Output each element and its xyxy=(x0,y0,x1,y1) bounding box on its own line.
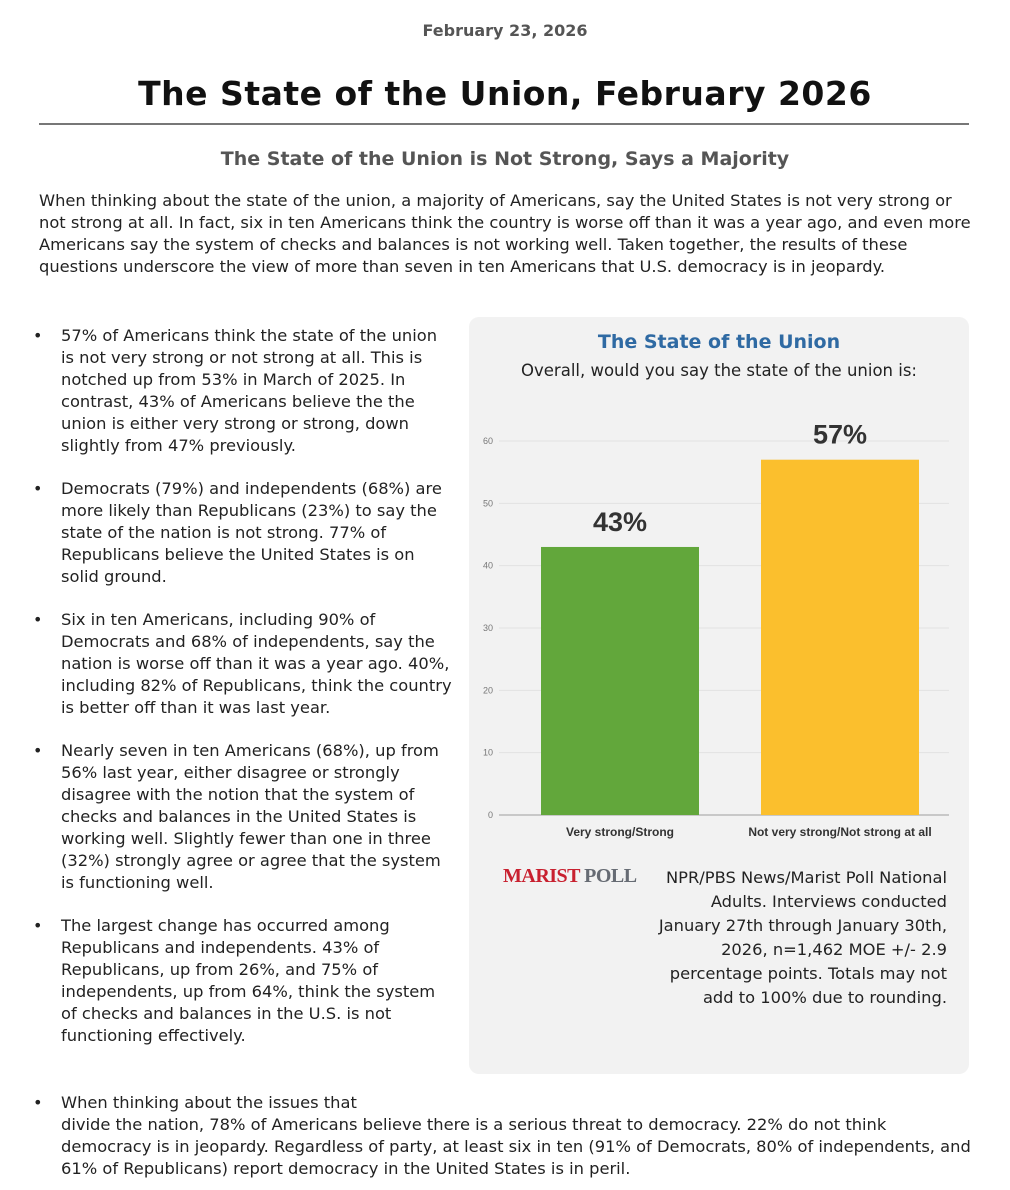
bar-strong xyxy=(541,546,699,815)
y-tick-label: 60 xyxy=(483,436,493,446)
intro-paragraph: When thinking about the state of the uni… xyxy=(39,191,971,276)
chart-question: Overall, would you say the state of the … xyxy=(521,361,917,380)
x-category-label: Not very strong/Not strong at all xyxy=(748,825,931,839)
y-tick-label: 30 xyxy=(483,623,493,633)
source-note: NPR/PBS News/Marist Poll National Adults… xyxy=(658,868,947,1007)
title-divider xyxy=(39,123,969,125)
y-tick-label: 0 xyxy=(488,810,493,820)
x-category-label: Very strong/Strong xyxy=(566,825,674,839)
finding-rest: divide the nation, 78% of Americans beli… xyxy=(61,1115,971,1178)
y-tick-label: 10 xyxy=(483,748,493,758)
y-tick-label: 20 xyxy=(483,685,493,695)
finding-lead: When thinking about the issues that xyxy=(61,1093,357,1112)
finding-item: Nearly seven in ten Americans (68%), up … xyxy=(33,740,453,894)
data-label: 57% xyxy=(813,420,867,450)
finding-item-last: • When thinking about the issues that di… xyxy=(33,1092,978,1180)
chart-panel: The State of the Union Overall, would yo… xyxy=(469,317,969,1074)
chart-title: The State of the Union xyxy=(597,331,841,353)
finding-item: Six in ten Americans, including 90% of D… xyxy=(33,609,453,719)
y-tick-label: 40 xyxy=(483,561,493,571)
report-date: February 23, 2026 xyxy=(422,21,588,40)
finding-item: Democrats (79%) and independents (68%) a… xyxy=(33,478,453,588)
bar-not-strong xyxy=(761,459,919,815)
section-subtitle: The State of the Union is Not Strong, Sa… xyxy=(220,148,790,170)
findings-list: 57% of Americans think the state of the … xyxy=(33,325,453,1068)
y-tick-label: 50 xyxy=(483,498,493,508)
bullet-icon: • xyxy=(33,1093,43,1112)
finding-item: The largest change has occurred among Re… xyxy=(33,915,453,1047)
data-label: 43% xyxy=(593,507,647,537)
bar-chart: 0 10 20 30 40 50 60 43% Very strong/Strong 57% Not… xyxy=(483,420,949,839)
finding-item: 57% of Americans think the state of the … xyxy=(33,325,453,457)
page-title: The State of the Union, February 2026 xyxy=(138,74,872,113)
marist-poll-logo: MARIST POLL xyxy=(503,865,637,887)
